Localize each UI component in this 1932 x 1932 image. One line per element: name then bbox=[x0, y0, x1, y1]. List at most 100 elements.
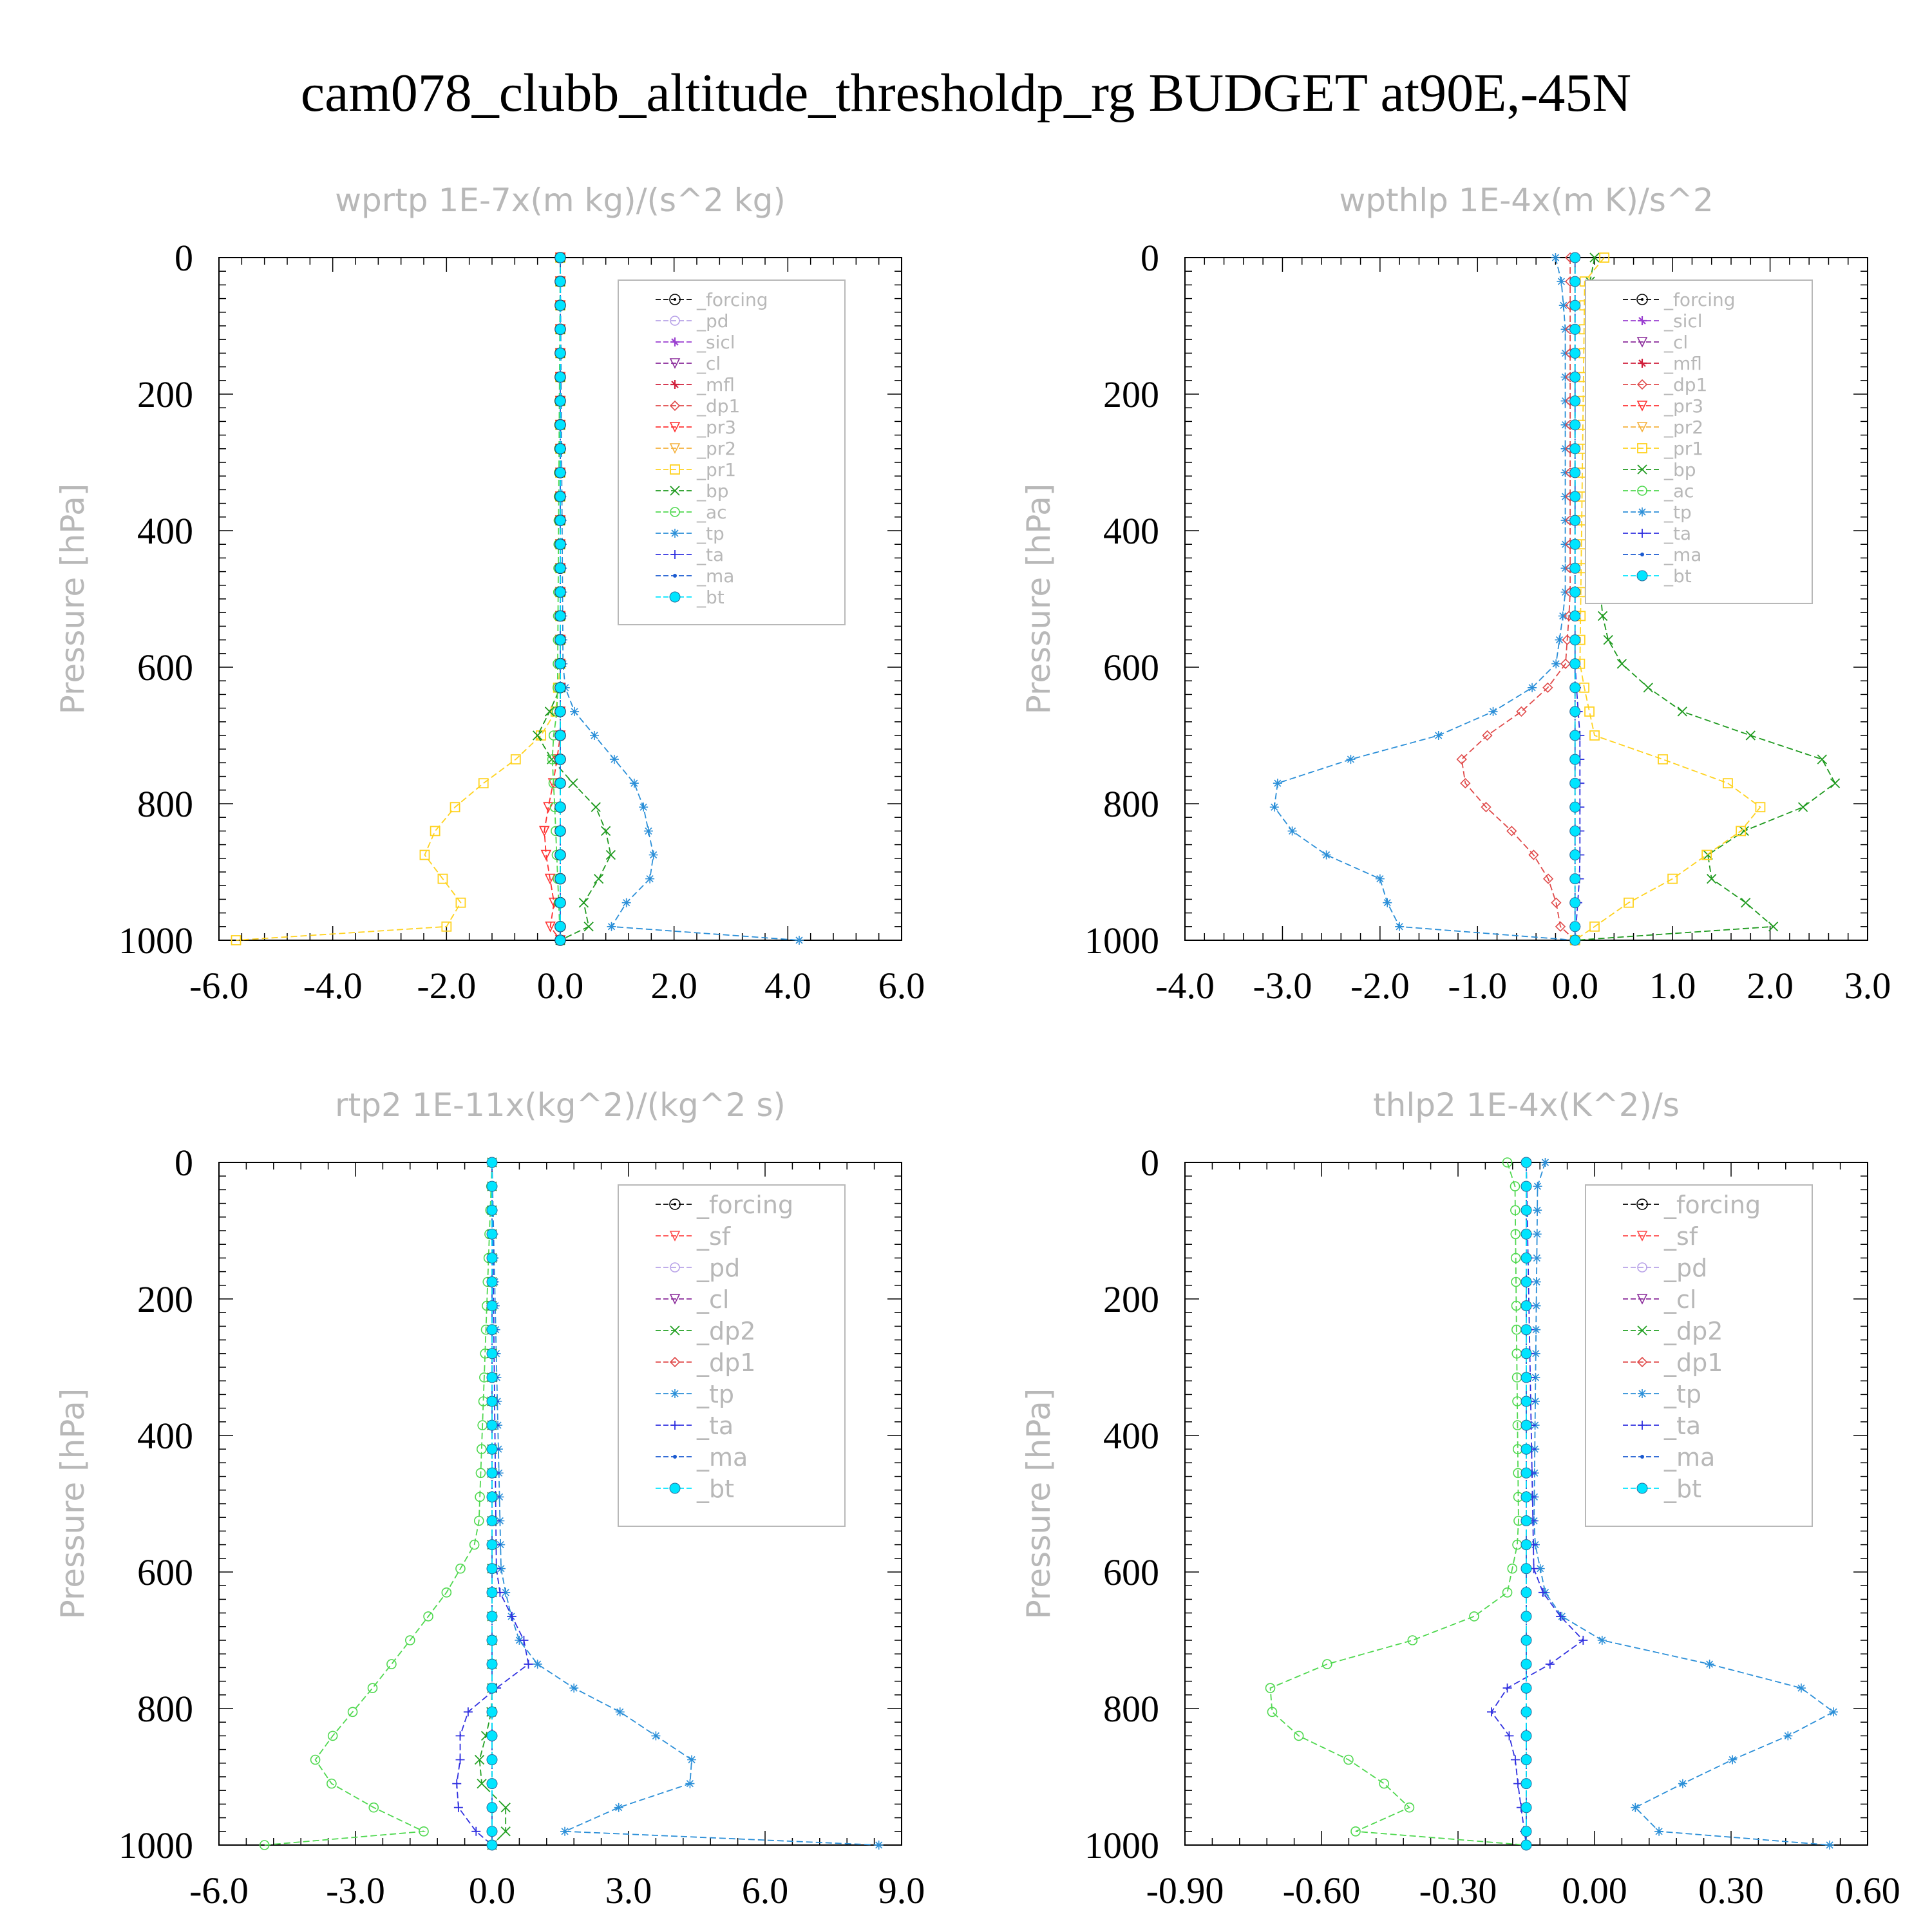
data-point bbox=[1269, 802, 1279, 812]
data-point bbox=[1569, 276, 1581, 287]
y-tick-label: 600 bbox=[137, 1551, 193, 1593]
y-tick-label: 800 bbox=[1103, 1688, 1159, 1730]
data-point bbox=[1533, 1206, 1542, 1215]
data-point bbox=[347, 1707, 358, 1718]
legend-label: _dp2 bbox=[696, 1317, 755, 1345]
panel-title: rtp2 1E-11x(kg^2)/(kg^2 s) bbox=[335, 1086, 786, 1124]
data-point bbox=[1520, 1658, 1532, 1670]
legend-marker bbox=[670, 1421, 679, 1430]
data-point bbox=[601, 826, 611, 837]
legend-label: _ma bbox=[696, 1443, 748, 1472]
data-point bbox=[554, 658, 566, 670]
data-point bbox=[554, 491, 566, 502]
data-point bbox=[1506, 826, 1517, 837]
x-tick-label: -0.30 bbox=[1419, 1870, 1497, 1911]
data-point bbox=[1395, 922, 1405, 931]
data-point bbox=[1456, 753, 1467, 765]
data-point bbox=[473, 1515, 484, 1526]
legend-label: _pr1 bbox=[696, 459, 736, 480]
data-point bbox=[1343, 1754, 1354, 1765]
y-tick-label: 1000 bbox=[1084, 920, 1159, 961]
legend-box bbox=[1585, 1184, 1813, 1527]
legend-label: _cl bbox=[696, 353, 721, 374]
data-point bbox=[593, 873, 604, 884]
data-point bbox=[486, 1467, 498, 1479]
data-point bbox=[1265, 1683, 1276, 1693]
y-tick-label: 0 bbox=[1141, 1142, 1159, 1184]
data-point bbox=[1520, 1778, 1532, 1790]
data-point bbox=[1510, 1755, 1520, 1765]
data-point bbox=[554, 934, 566, 946]
x-tick-label: 3.0 bbox=[605, 1870, 652, 1911]
data-point bbox=[1510, 1205, 1520, 1215]
data-point bbox=[554, 538, 566, 550]
legend-marker bbox=[670, 1389, 679, 1398]
data-point bbox=[497, 1564, 506, 1573]
data-point bbox=[1551, 897, 1562, 908]
data-point bbox=[1481, 802, 1492, 813]
legend-marker bbox=[1636, 1198, 1648, 1210]
data-point bbox=[1321, 850, 1331, 860]
y-axis-label: Pressure [hPa] bbox=[1020, 1388, 1057, 1620]
data-point bbox=[486, 1157, 498, 1168]
data-point bbox=[1569, 634, 1581, 646]
data-point bbox=[554, 252, 566, 263]
legend-marker bbox=[1638, 1389, 1647, 1398]
data-point bbox=[1520, 1419, 1532, 1431]
data-point bbox=[1520, 1348, 1532, 1359]
data-point bbox=[1520, 1157, 1532, 1168]
data-point bbox=[1520, 1706, 1532, 1718]
data-point bbox=[486, 1826, 498, 1837]
data-point bbox=[554, 849, 566, 860]
data-point bbox=[554, 467, 566, 478]
x-tick-label: -2.0 bbox=[417, 965, 476, 1007]
data-point bbox=[486, 1204, 498, 1216]
legend-marker bbox=[1636, 401, 1648, 412]
data-point bbox=[554, 897, 566, 909]
data-point bbox=[1798, 802, 1808, 812]
data-point bbox=[1520, 1467, 1532, 1479]
data-point bbox=[1569, 682, 1581, 694]
series-line bbox=[1461, 258, 1576, 941]
legend-marker bbox=[670, 1262, 680, 1273]
data-point bbox=[643, 826, 653, 836]
legend-marker bbox=[670, 550, 679, 559]
data-point bbox=[475, 1492, 485, 1502]
data-point bbox=[486, 1539, 498, 1551]
series-line bbox=[1574, 258, 1581, 941]
legend-label: _bp bbox=[1663, 459, 1696, 480]
legend-label: _pr3 bbox=[696, 417, 736, 438]
data-point bbox=[1825, 1841, 1835, 1850]
y-tick-label: 200 bbox=[137, 374, 193, 415]
data-point bbox=[544, 706, 555, 717]
data-point bbox=[474, 1754, 485, 1765]
data-point bbox=[1520, 1276, 1532, 1287]
data-point bbox=[455, 897, 466, 908]
data-point bbox=[486, 1515, 498, 1526]
data-point bbox=[544, 873, 556, 885]
legend-label: _tp bbox=[696, 523, 724, 544]
data-point bbox=[1569, 419, 1581, 431]
data-point bbox=[1569, 443, 1581, 455]
data-point bbox=[477, 1778, 487, 1789]
legend-marker bbox=[670, 464, 680, 475]
y-tick-label: 200 bbox=[1103, 374, 1159, 415]
data-point bbox=[1520, 1180, 1532, 1192]
data-point bbox=[1287, 826, 1297, 836]
y-tick-label: 1000 bbox=[1084, 1824, 1159, 1866]
data-point bbox=[1569, 730, 1581, 741]
legend-label: _pd bbox=[696, 1254, 740, 1282]
data-point bbox=[500, 1826, 511, 1837]
data-point bbox=[1631, 1803, 1640, 1812]
data-point bbox=[507, 1611, 516, 1621]
legend-label: _sf bbox=[1663, 1222, 1699, 1251]
data-point bbox=[605, 849, 616, 860]
chart-panel-1: wprtp 1E-7x(m kg)/(s^2 kg) Pressure [hPa]… bbox=[54, 182, 925, 1007]
legend-label: _ma bbox=[1663, 544, 1701, 565]
data-point bbox=[486, 1443, 498, 1455]
y-tick-label: 0 bbox=[1141, 237, 1159, 279]
data-point bbox=[1736, 826, 1747, 837]
data-point bbox=[486, 1778, 498, 1790]
data-point bbox=[1569, 395, 1581, 407]
x-tick-label: 3.0 bbox=[1844, 965, 1891, 1007]
